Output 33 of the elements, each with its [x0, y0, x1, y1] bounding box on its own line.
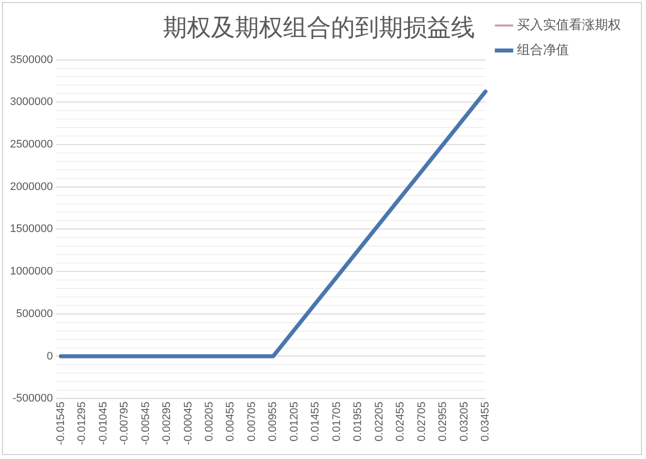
x-tick-label: -0.00295 [161, 402, 174, 446]
x-tick-label: -0.00045 [182, 402, 194, 446]
legend-label: 组合净值 [517, 42, 569, 58]
x-tick-label: 0.01205 [288, 402, 300, 442]
x-tick-label: 0.02205 [373, 402, 386, 442]
y-tick-label: 500000 [16, 308, 53, 320]
x-tick-label: -0.00545 [140, 402, 152, 446]
x-tick-label: 0.00705 [246, 402, 258, 442]
y-tick-label: 3000000 [10, 96, 53, 108]
y-tick-label: -500000 [12, 392, 53, 405]
x-tick-label: -0.01295 [76, 402, 88, 446]
x-tick-label: 0.00955 [267, 402, 280, 442]
y-tick-label: 2000000 [10, 180, 53, 193]
x-tick-label: 0.02455 [394, 402, 407, 442]
x-tick-label: 0.01955 [352, 402, 364, 442]
x-tick-label: -0.00795 [118, 402, 131, 446]
x-tick-label: 0.02955 [437, 402, 450, 442]
y-tick-label: 0 [46, 350, 53, 362]
x-tick-label: 0.03205 [458, 402, 470, 442]
x-tick-label: -0.01545 [54, 402, 67, 446]
x-tick-label: 0.00455 [224, 402, 237, 442]
legend-label: 买入实值看涨期权 [517, 18, 621, 33]
chart-title: 期权及期权组合的到期损益线 [163, 14, 475, 42]
y-tick-label: 1500000 [10, 223, 53, 236]
x-tick-label: 0.03455 [480, 402, 492, 442]
x-tick-label: -0.01045 [97, 402, 110, 446]
x-tick-label: 0.00205 [203, 402, 216, 442]
y-tick-label: 3500000 [10, 54, 53, 66]
x-tick-label: 0.02705 [416, 402, 428, 442]
y-tick-label: 2500000 [10, 138, 53, 151]
y-tick-label: 1000000 [10, 266, 53, 278]
x-tick-label: 0.01455 [310, 402, 322, 442]
x-tick-label: 0.01705 [330, 402, 343, 442]
